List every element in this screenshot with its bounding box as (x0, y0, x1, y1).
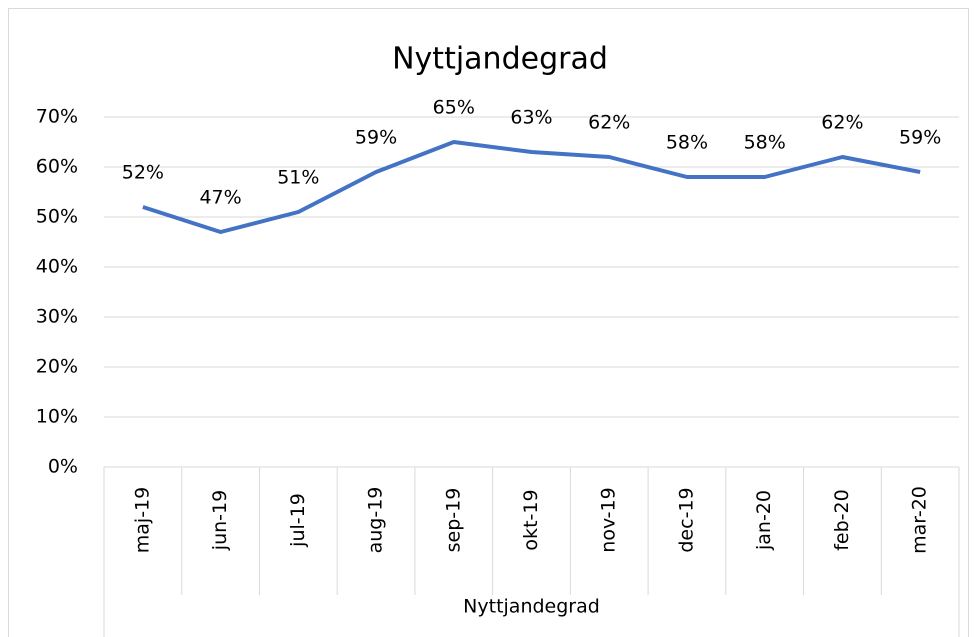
data-label: 51% (277, 167, 319, 189)
x-tick-label: nov-19 (598, 487, 620, 552)
data-line (142, 140, 921, 234)
x-tick-label: sep-19 (442, 488, 464, 553)
x-tick-label: jun-19 (209, 490, 231, 551)
y-tick-label: 70% (36, 106, 78, 128)
data-label: 58% (744, 132, 786, 154)
data-label: 65% (433, 97, 475, 119)
data-label: 58% (666, 132, 708, 154)
legend-label: Nyttjandegrad (463, 596, 600, 618)
chart-title: Nyttjandegrad (392, 42, 608, 77)
y-tick-label: 50% (36, 206, 78, 228)
chart-border (8, 8, 969, 637)
data-label: 62% (821, 112, 863, 134)
x-tick-label: okt-19 (520, 489, 542, 550)
y-tick-label: 0% (48, 456, 78, 478)
x-tick-label: maj-19 (131, 487, 153, 553)
y-tick-label: 60% (36, 156, 78, 178)
y-tick-label: 30% (36, 306, 78, 328)
x-tick-label: dec-19 (675, 487, 697, 552)
x-tick-label: feb-20 (831, 489, 853, 550)
y-tick-label: 10% (36, 406, 78, 428)
data-label: 59% (355, 127, 397, 149)
x-tick-label: mar-20 (909, 486, 931, 554)
data-label: 59% (899, 127, 941, 149)
x-tick-label: jan-20 (753, 490, 775, 551)
data-label: 62% (588, 112, 630, 134)
data-label: 63% (510, 107, 552, 129)
data-label: 52% (122, 162, 164, 184)
x-tick-label: jul-19 (287, 493, 309, 548)
x-tick-label: aug-19 (365, 487, 387, 554)
data-label: 47% (199, 187, 241, 209)
y-tick-label: 20% (36, 356, 78, 378)
y-tick-label: 40% (36, 256, 78, 278)
